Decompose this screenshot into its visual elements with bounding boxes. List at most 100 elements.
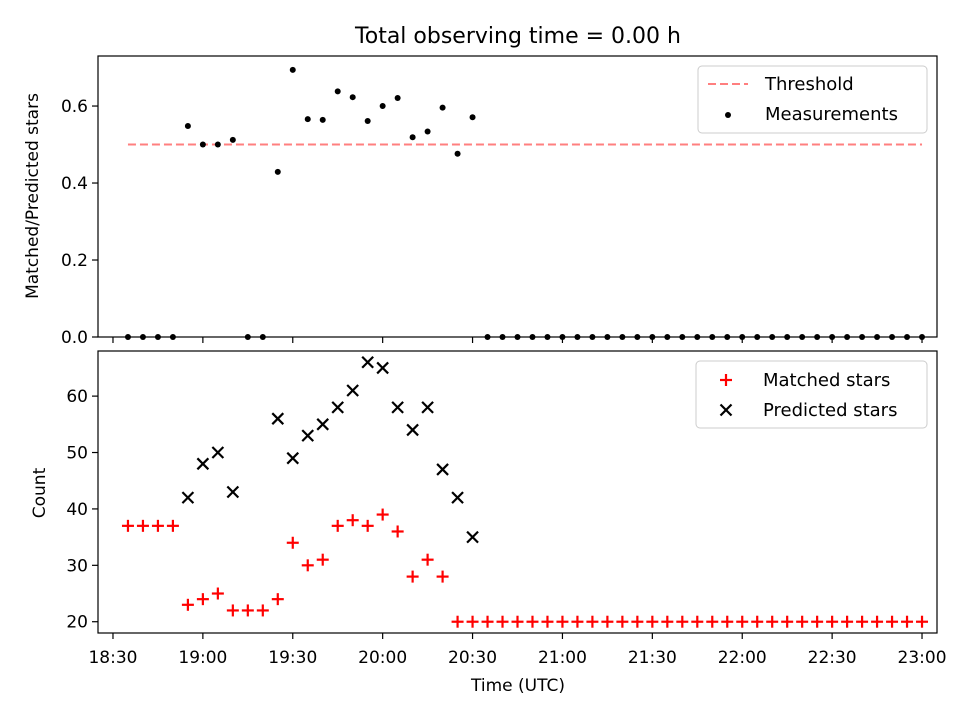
predicted-star-point <box>331 401 344 414</box>
chart-title: Total observing time = 0.00 h <box>354 24 681 49</box>
top-y-tick-label: 0.4 <box>61 174 88 194</box>
top-panel: 0.0 0.2 0.4 0.6 Threshold Measurements <box>61 55 938 348</box>
x-tick-label: 21:00 <box>538 648 587 668</box>
matched-star-point <box>256 604 269 617</box>
cross-b <box>301 429 315 442</box>
predicted-star-point <box>406 423 419 437</box>
matched-star-point <box>271 593 284 606</box>
matched-star-point <box>916 615 929 628</box>
cross-b <box>451 491 464 504</box>
matched-star-point <box>376 508 389 521</box>
bottom-y-tick-label: 20 <box>66 613 88 633</box>
matched-star-point <box>421 553 434 566</box>
predicted-legend-swatch <box>719 403 733 417</box>
cross-b <box>376 361 389 375</box>
measurements-legend-label: Measurements <box>765 104 898 125</box>
predicted-star-point <box>196 457 210 471</box>
measurement-point <box>229 136 236 143</box>
matched-star-point <box>181 598 194 611</box>
matched-star-point <box>481 615 494 628</box>
predicted-star-point <box>361 356 374 369</box>
matched-star-point <box>436 570 449 583</box>
predicted-legend-label: Predicted stars <box>763 400 897 421</box>
matched-star-point <box>391 525 404 538</box>
matched-star-point <box>706 615 719 628</box>
measurement-point <box>439 104 446 111</box>
matched-star-point <box>631 615 644 628</box>
matched-star-point <box>301 559 314 572</box>
cross-b <box>211 446 225 459</box>
matched-star-point <box>151 519 164 532</box>
cross-b <box>436 463 449 476</box>
predicted-star-point <box>211 446 225 459</box>
cross-b <box>719 403 733 417</box>
matched-star-point <box>526 615 539 628</box>
matched-star-point <box>121 519 134 532</box>
matched-star-point <box>316 553 329 566</box>
matched-star-point <box>691 615 704 628</box>
measurement-point <box>319 116 326 123</box>
matched-star-point <box>406 570 419 583</box>
matched-star-point <box>211 587 224 600</box>
matched-legend-swatch <box>720 374 732 386</box>
bottom-axes-frame <box>97 350 938 634</box>
top-legend-box <box>697 65 928 134</box>
predicted-star-point <box>271 412 285 425</box>
cross-b <box>361 356 374 369</box>
matched-star-point <box>511 615 524 628</box>
bottom-y-tick-label: 50 <box>66 444 88 464</box>
x-tick-label: 22:30 <box>808 648 857 668</box>
matched-star-point <box>241 604 254 617</box>
top-axes-frame <box>97 55 938 338</box>
matched-star-point <box>466 615 479 628</box>
x-tick-label: 19:00 <box>178 648 227 668</box>
measurement-point <box>409 134 416 141</box>
x-tick-label: 19:30 <box>268 648 317 668</box>
matched-star-point <box>361 519 374 532</box>
matched-star-point <box>766 615 779 628</box>
predicted-star-point <box>181 491 195 504</box>
x-tick-label: 20:30 <box>448 648 497 668</box>
predicted-star-point <box>376 361 389 375</box>
matched-star-point <box>676 615 689 628</box>
bottom-y-tick-label: 40 <box>66 500 88 520</box>
cross-b <box>226 485 240 499</box>
bottom-legend-box <box>695 360 928 429</box>
cross-b <box>391 401 404 414</box>
measurement-point <box>454 150 461 157</box>
matched-star-point <box>451 615 464 628</box>
x-tick-label: 20:00 <box>358 648 407 668</box>
measurement-point <box>289 66 296 73</box>
predicted-star-point <box>316 418 330 431</box>
matched-legend-label: Matched stars <box>763 370 890 391</box>
matched-star-point <box>346 514 359 527</box>
matched-star-point <box>901 615 914 628</box>
matched-star-point <box>871 615 884 628</box>
cross-b <box>346 384 359 397</box>
matched-star-point <box>781 615 794 628</box>
matched-star-point <box>226 604 239 617</box>
cross-b <box>181 491 195 504</box>
cross-b <box>316 418 330 431</box>
threshold-legend-label: Threshold <box>764 74 854 95</box>
x-axis-label: Time (UTC) <box>470 676 565 696</box>
measurement-point <box>214 141 221 148</box>
matched-star-point <box>736 615 749 628</box>
measurement-point <box>184 123 191 130</box>
measurement-point <box>394 94 401 101</box>
top-y-tick-label: 0.6 <box>61 97 88 117</box>
x-tick-label: 18:30 <box>88 648 137 668</box>
matched-star-point <box>136 519 149 532</box>
matched-star-point <box>796 615 809 628</box>
predicted-star-point <box>421 401 434 414</box>
predicted-star-point <box>226 485 240 499</box>
cross-b <box>466 530 479 544</box>
matched-star-point <box>541 615 554 628</box>
x-tick-label: 21:30 <box>628 648 677 668</box>
matched-star-point <box>886 615 899 628</box>
matched-star-point <box>331 519 344 532</box>
predicted-star-point <box>466 530 479 544</box>
predicted-star-point <box>346 384 359 397</box>
matched-star-point <box>616 615 629 628</box>
